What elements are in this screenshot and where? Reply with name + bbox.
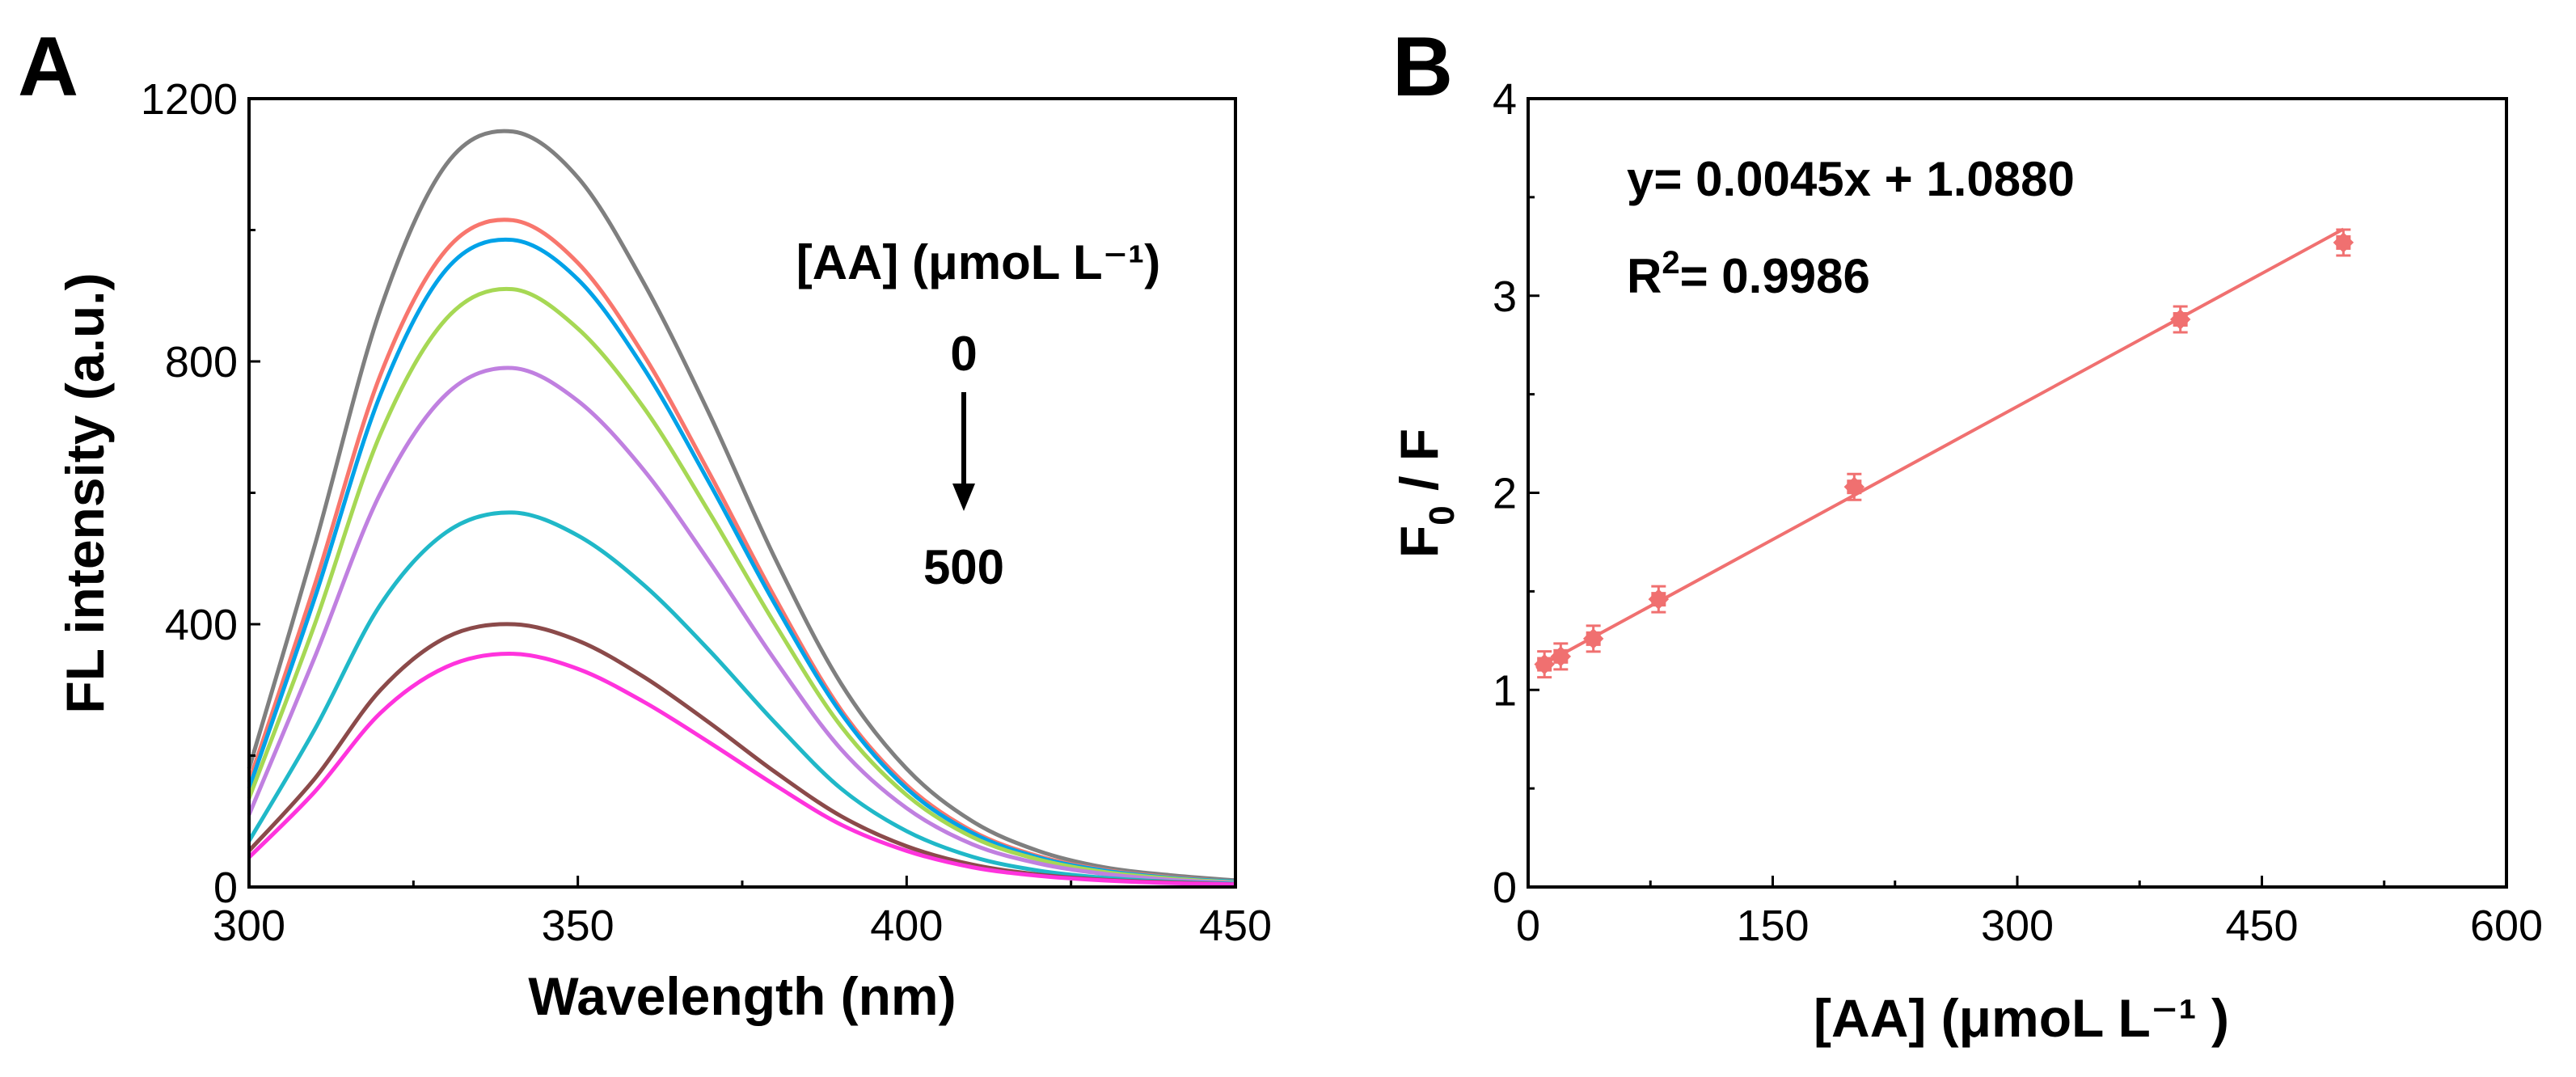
fit-line-group — [1535, 227, 2345, 670]
arrow-end-label: 500 — [923, 540, 1004, 594]
panel-b-y-axis-title: F0 / F — [1389, 429, 1462, 558]
y-tick-label: 800 — [165, 338, 238, 386]
data-point-overlay — [1651, 592, 1666, 607]
x-tick-label: 600 — [2470, 902, 2543, 950]
y-tick-label: 1 — [1493, 666, 1517, 715]
spectrum-line — [247, 652, 1236, 887]
x-tick-label: 350 — [542, 902, 614, 950]
data-point-overlay — [1537, 657, 1552, 672]
x-tick-label: 450 — [1199, 902, 1272, 950]
y-axis-title-main: F — [1389, 526, 1449, 558]
r-squared-value: = 0.9986 — [1680, 249, 1870, 303]
data-point-overlay — [2173, 312, 2188, 327]
spectrum-line — [247, 286, 1236, 885]
panel-a-letter: A — [18, 20, 78, 114]
panel-a-y-axis-title: FL intensity (a.u.) — [55, 272, 115, 713]
y-tick-label: 400 — [165, 601, 238, 649]
panel-a-x-axis-title: Wavelength (nm) — [528, 966, 956, 1026]
x-tick-label: 300 — [1981, 902, 2054, 950]
spectrum-line — [247, 218, 1236, 884]
r-squared: R2= 0.9986 — [1627, 245, 1870, 303]
y-tick-label: 2 — [1493, 470, 1517, 518]
concentration-arrow-head — [952, 484, 975, 511]
y-tick-label: 3 — [1493, 272, 1517, 321]
data-point-overlay — [1847, 479, 1862, 495]
spectrum-line — [247, 129, 1236, 883]
panel-b-x-axis-title: [AA] (μmoL L⁻¹ ) — [1814, 988, 2229, 1048]
x-tick-label: 300 — [213, 902, 285, 950]
spectrum-line — [247, 510, 1236, 886]
spectra-series-group — [247, 129, 1236, 887]
x-tick-label: 150 — [1736, 902, 1809, 950]
fit-line — [1535, 227, 2345, 670]
x-tick-label: 450 — [2225, 902, 2298, 950]
data-point-overlay — [1553, 648, 1569, 664]
x-tick-label: 400 — [870, 902, 943, 950]
y-tick-label: 1200 — [141, 75, 238, 124]
data-points-group — [1534, 228, 2354, 679]
panel-a-frame — [247, 97, 1237, 889]
panel-b-ticks: 0 150 300 450 600 0 1 2 3 4 — [1493, 75, 2543, 950]
arrow-start-label: 0 — [950, 327, 977, 381]
x-tick-label: 0 — [1516, 902, 1540, 950]
data-point-overlay — [2336, 234, 2351, 250]
panel-b-frame — [1527, 97, 2508, 889]
spectrum-line — [247, 365, 1236, 885]
panel-a-ticks: 300 350 400 450 0 400 800 1200 — [141, 75, 1272, 950]
spectrum-line — [247, 622, 1236, 887]
r-squared-prefix: R — [1627, 249, 1662, 303]
data-point-overlay — [1586, 631, 1601, 646]
r-squared-superscript: 2 — [1662, 245, 1679, 281]
fit-equation: y= 0.0045x + 1.0880 — [1627, 152, 2075, 206]
legend-title: [AA] (μmoL L⁻¹) — [796, 235, 1161, 289]
y-tick-label: 4 — [1493, 75, 1517, 124]
panel-b-letter: B — [1392, 20, 1453, 114]
y-axis-title-subscript: 0 — [1422, 505, 1462, 525]
panel-a: A 300 350 400 450 0 400 800 1200 Wavelength (nm… — [18, 20, 1272, 1026]
y-axis-title-tail: / F — [1389, 429, 1449, 505]
y-tick-label: 0 — [1493, 864, 1517, 912]
panel-b: B 0 150 300 450 600 0 1 2 3 4 y= 0.0045x + 1.0880… — [1389, 20, 2543, 1048]
y-tick-label: 0 — [213, 864, 238, 912]
